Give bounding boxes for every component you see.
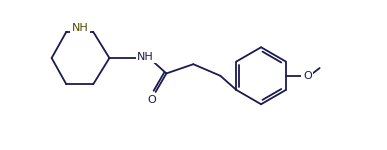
Text: O: O bbox=[147, 95, 156, 105]
Text: NH: NH bbox=[71, 23, 88, 33]
Text: NH: NH bbox=[137, 51, 154, 61]
Text: O: O bbox=[303, 71, 312, 81]
